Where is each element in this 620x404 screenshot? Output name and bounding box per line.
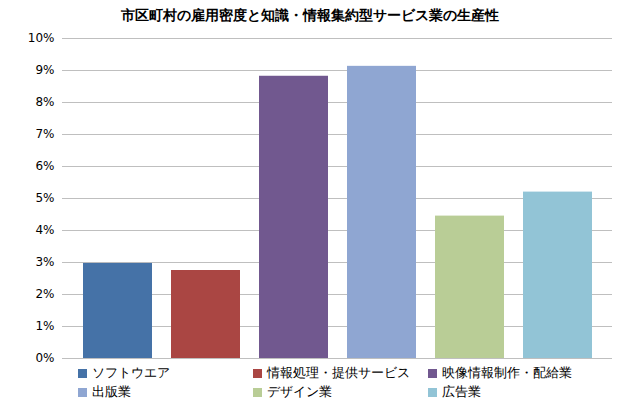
svg-text:2%: 2% [35,287,54,301]
svg-text:0%: 0% [35,351,54,364]
svg-text:6%: 6% [35,159,54,173]
svg-text:5%: 5% [35,191,54,205]
html-text:市区町村の雇用密度と知識・情報集約型サービス業の生産性: 市区町村の雇用密度と知識・情報集約型サービス業の生産性 [121,7,499,23]
svg-text:4%: 4% [35,223,54,237]
html-text:情報処理・提供サービス: 情報処理・提供サービス [267,365,410,380]
html-text:広告業: 広告業 [442,384,481,399]
html-text:デザイン業: デザイン業 [267,384,332,399]
svg-text:8%: 8% [35,95,54,109]
svg-text:3%: 3% [35,255,54,269]
html-text:映像情報制作・配給業: 映像情報制作・配給業 [442,365,572,380]
html-text:出版業: 出版業 [92,384,131,399]
svg-text:9%: 9% [35,63,54,77]
svg-text:10%: 10% [28,31,55,45]
svg-text:1%: 1% [35,319,54,333]
svg-text:7%: 7% [35,127,54,141]
html-text:ソフトウエア: ソフトウエア [92,365,170,380]
